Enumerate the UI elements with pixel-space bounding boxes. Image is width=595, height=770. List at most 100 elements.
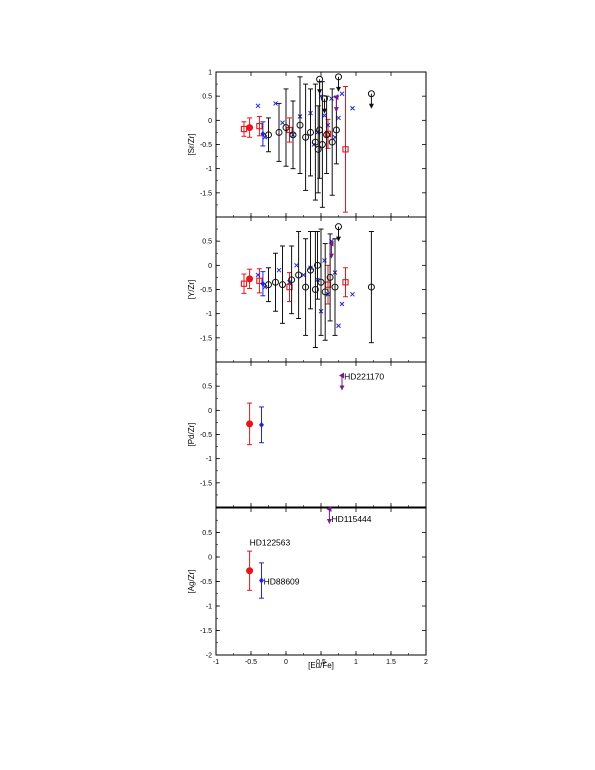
y-tick-label: 0.5: [202, 530, 212, 537]
upper-limit-arrow: [336, 86, 341, 92]
data-point: [246, 124, 254, 132]
y-tick-label: 0: [208, 263, 212, 270]
y-tick-label: -0.5: [200, 287, 212, 294]
y-tick-label: -1: [206, 166, 212, 173]
data-point: [332, 126, 340, 134]
data-point: [314, 261, 321, 269]
data-point: [316, 75, 324, 83]
y-tick-label: 0: [208, 555, 212, 562]
annotation-label: HD115444: [332, 514, 372, 524]
upper-limit-arrow: [368, 103, 374, 109]
x-tick-label: 0: [284, 659, 288, 666]
y-tick-label: -2: [206, 653, 212, 660]
annotation-label: HD88609: [264, 577, 300, 587]
data-point: [256, 122, 263, 130]
upper-limit-arrow: [333, 107, 339, 113]
y-tick-label: -0.5: [200, 142, 212, 149]
upper-limit-arrow: [317, 89, 323, 95]
data-point: [333, 94, 339, 101]
x-tick-label: -1: [213, 659, 219, 666]
upper-limit-arrow: [336, 236, 341, 242]
data-point: [325, 291, 331, 297]
annotation-label: HD122563: [250, 537, 291, 547]
data-point: [322, 258, 327, 263]
plot-frame: [215, 71, 427, 218]
data-point: [350, 105, 355, 111]
y-tick-label: 0: [208, 118, 212, 125]
data-point: [328, 240, 334, 247]
data-point: [350, 291, 355, 297]
data-point: [367, 90, 375, 98]
y-axis-label: [Pd/Zr]: [187, 422, 196, 446]
y-axis-label: [Sr/Zr]: [187, 133, 196, 155]
x-tick-label: -0.5: [245, 659, 257, 666]
y-tick-label: -1: [206, 311, 212, 318]
panel-agzr: 0.50-0.5-1-1.5-2-1 -0.5 0 0.5 1 1.5 2[Ag/Zr]HD…: [187, 505, 428, 666]
data-point: [336, 323, 341, 329]
x-axis-label: [Eu/Fe]: [308, 661, 334, 670]
data-point: [288, 276, 296, 284]
upper-limit-arrow: [339, 385, 345, 391]
data-layer: [240, 73, 375, 213]
data-point: [318, 141, 326, 148]
data-point: [240, 280, 248, 287]
data-point: [255, 103, 261, 109]
data-point: [265, 281, 272, 289]
data-point: [335, 223, 342, 231]
data-point: [246, 567, 254, 575]
data-point: [265, 131, 272, 139]
data-point: [255, 272, 261, 278]
data-point: [301, 272, 306, 278]
data-point: [339, 372, 344, 379]
plot-frame: [215, 361, 427, 508]
data-point: [339, 301, 345, 307]
y-tick-label: -1.5: [200, 480, 212, 487]
y-tick-label: -0.5: [200, 432, 212, 439]
data-point: [324, 130, 332, 138]
upper-limit-arrow: [329, 253, 334, 259]
data-point: [342, 146, 349, 153]
y-tick-label: -1.5: [200, 628, 212, 635]
y-tick-label: 0: [208, 408, 212, 415]
data-point: [262, 134, 268, 140]
data-point: [282, 124, 290, 132]
data-point: [272, 278, 279, 286]
data-point: [259, 577, 264, 584]
upper-limit-arrow: [322, 108, 327, 114]
chart-panels: 1 0.5 0 -0.5 -1 -1.5 [Sr/Zr] 0.5 0 -0.5 -1 -1.5 [Y/Z…: [187, 70, 428, 667]
y-tick-label: 0.5: [202, 384, 212, 391]
data-point: [260, 280, 266, 287]
plot-frame: [215, 507, 427, 656]
data-point: [246, 275, 254, 283]
data-point: [256, 277, 263, 284]
data-point: [302, 283, 310, 291]
data-point: [335, 73, 342, 81]
x-tick-label: 0.5: [316, 659, 326, 666]
x-tick-label: 1.5: [386, 659, 396, 666]
data-point: [321, 95, 328, 103]
data-point: [276, 267, 282, 273]
data-point: [275, 128, 283, 136]
data-point: [307, 266, 314, 274]
data-point: [328, 138, 336, 146]
y-tick-label: 0.5: [202, 94, 212, 101]
y-tick-label: -1: [206, 456, 212, 463]
data-point: [295, 271, 303, 279]
data-layer: [246, 372, 345, 446]
data-point: [289, 131, 297, 139]
y-tick-label: -1: [206, 604, 212, 611]
upper-limit-arrow: [326, 518, 332, 524]
data-point: [260, 130, 266, 137]
data-layer: [246, 505, 332, 599]
data-point: [302, 133, 310, 141]
data-layer: [240, 223, 375, 348]
x-tick-label: 1: [354, 659, 358, 666]
data-point: [314, 145, 322, 153]
data-point: [273, 101, 278, 106]
data-point: [259, 421, 264, 428]
data-point: [329, 96, 334, 101]
panel-srzr: 1 0.5 0 -0.5 -1 -1.5 [Sr/Zr]: [187, 70, 427, 218]
data-point: [280, 120, 285, 126]
data-point: [296, 121, 304, 129]
data-point: [279, 281, 286, 289]
